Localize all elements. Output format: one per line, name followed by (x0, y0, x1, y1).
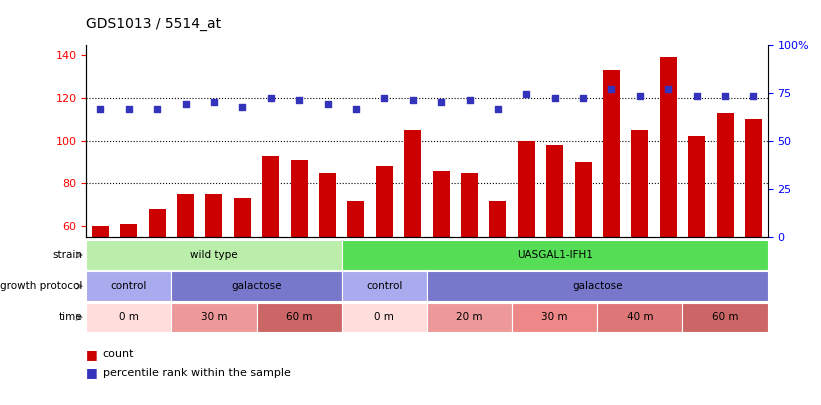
Bar (660, 58, 677, 354)
Bar (205, 194, 222, 354)
Text: 30 m: 30 m (200, 312, 227, 322)
Point (150, 105, 163, 112)
Point (718, 93, 732, 99)
Bar (262, 156, 279, 354)
Text: GDS1013 / 5514_at: GDS1013 / 5514_at (86, 17, 222, 31)
Text: 60 m: 60 m (712, 312, 738, 322)
Text: count: count (103, 350, 134, 359)
Text: strain: strain (52, 250, 82, 260)
Bar (319, 173, 336, 354)
Point (94, 105, 107, 112)
Text: control: control (111, 281, 147, 291)
Bar (631, 130, 649, 354)
Point (350, 105, 363, 112)
Bar (603, 70, 620, 354)
Bar (518, 141, 534, 354)
Bar (291, 160, 308, 354)
Point (662, 86, 675, 93)
Bar (461, 173, 478, 354)
Bar (92, 226, 109, 354)
Bar (575, 162, 592, 354)
Point (122, 105, 135, 112)
Text: 0 m: 0 m (374, 312, 394, 322)
Bar (234, 198, 251, 354)
Point (747, 93, 760, 99)
Text: growth protocol: growth protocol (0, 281, 82, 291)
Point (605, 86, 618, 93)
Text: ■: ■ (86, 348, 98, 361)
Bar (433, 171, 450, 354)
Point (321, 101, 334, 108)
Point (434, 99, 447, 105)
Bar (177, 194, 194, 354)
Bar (688, 136, 705, 354)
Bar (546, 145, 563, 354)
Text: ■: ■ (86, 366, 98, 379)
Text: 0 m: 0 m (119, 312, 139, 322)
Bar (121, 224, 137, 354)
Bar (404, 130, 421, 354)
Point (179, 101, 192, 108)
Bar (489, 200, 507, 354)
Text: percentile rank within the sample: percentile rank within the sample (103, 368, 291, 377)
Text: galactose: galactose (572, 281, 622, 291)
Point (292, 97, 305, 103)
Point (264, 95, 277, 101)
Point (520, 90, 533, 97)
Text: UASGAL1-IFH1: UASGAL1-IFH1 (516, 250, 593, 260)
Point (690, 93, 704, 99)
Text: galactose: galactose (232, 281, 282, 291)
Point (548, 95, 562, 101)
Text: 60 m: 60 m (286, 312, 313, 322)
Text: 40 m: 40 m (626, 312, 654, 322)
Point (491, 105, 504, 112)
Text: control: control (366, 281, 402, 291)
Bar (745, 119, 762, 354)
Text: 20 m: 20 m (456, 312, 483, 322)
Bar (347, 200, 365, 354)
Text: 30 m: 30 m (541, 312, 568, 322)
Point (378, 95, 391, 101)
Point (208, 99, 221, 105)
Bar (149, 209, 166, 354)
Text: time: time (58, 312, 82, 322)
Point (576, 95, 589, 101)
Bar (376, 166, 393, 354)
Text: wild type: wild type (190, 250, 238, 260)
Bar (717, 113, 734, 354)
Point (236, 103, 249, 110)
Point (633, 93, 646, 99)
Point (463, 97, 476, 103)
Point (406, 97, 420, 103)
